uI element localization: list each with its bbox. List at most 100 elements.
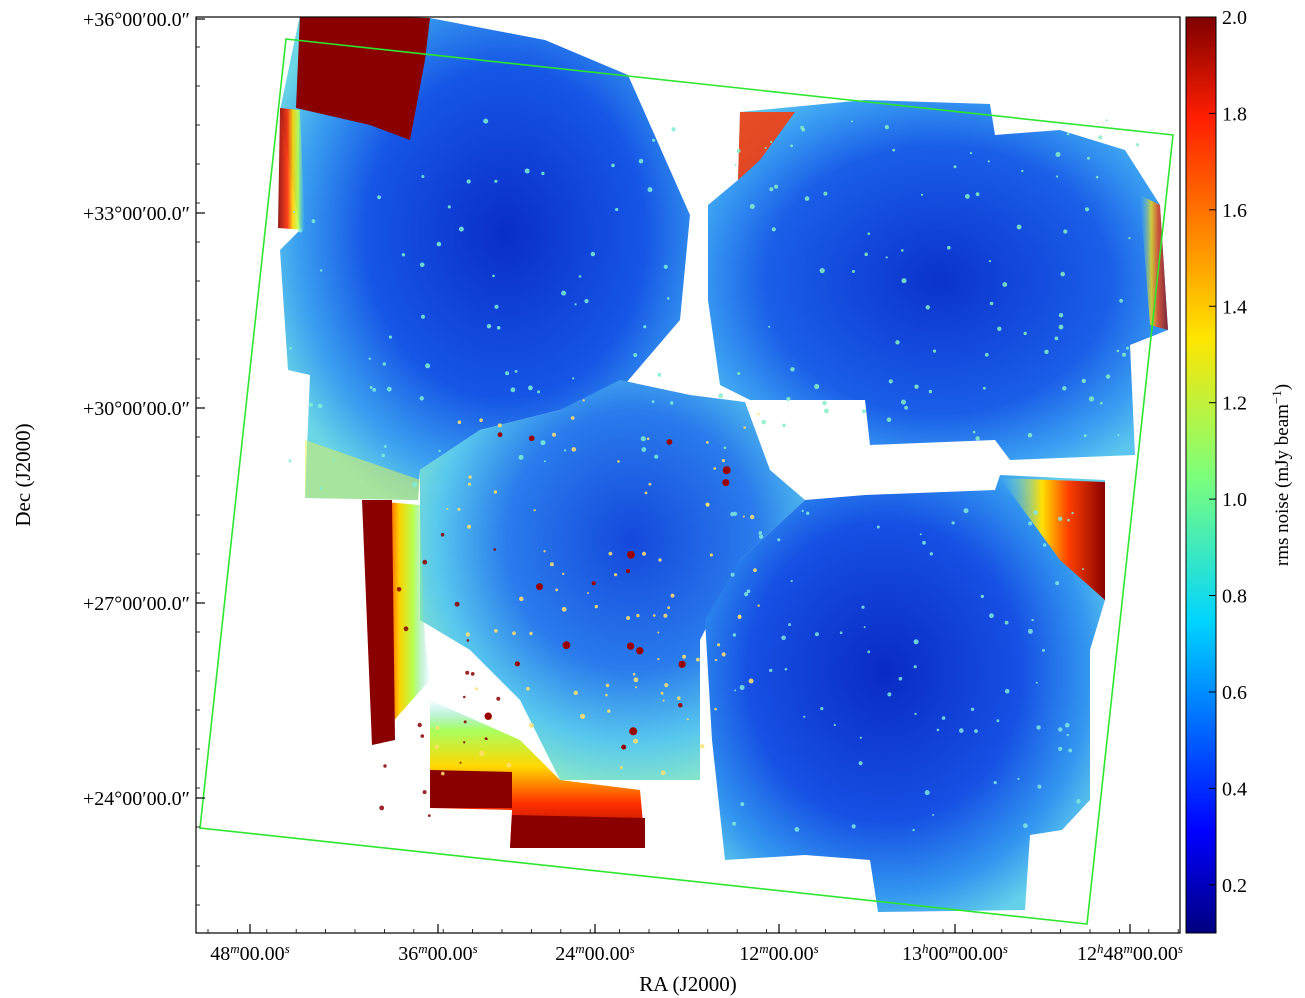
point-source bbox=[1116, 349, 1120, 353]
point-source bbox=[814, 383, 820, 390]
point-source bbox=[904, 405, 908, 410]
point-source bbox=[744, 592, 749, 597]
point-source bbox=[736, 148, 741, 153]
point-source bbox=[782, 423, 786, 428]
point-source bbox=[863, 626, 866, 629]
point-source bbox=[369, 386, 373, 389]
point-source bbox=[901, 399, 906, 405]
point-source bbox=[572, 377, 575, 380]
point-source bbox=[552, 432, 556, 437]
point-source bbox=[723, 446, 727, 450]
point-source bbox=[458, 226, 464, 232]
bright-source bbox=[621, 744, 627, 750]
point-source bbox=[718, 393, 724, 399]
point-source bbox=[1058, 727, 1063, 732]
point-source bbox=[750, 514, 755, 520]
point-source bbox=[438, 449, 441, 453]
point-source bbox=[733, 511, 738, 516]
point-source bbox=[564, 449, 567, 452]
point-source bbox=[427, 814, 431, 817]
point-source bbox=[833, 723, 836, 727]
point-source bbox=[914, 712, 917, 716]
bright-source bbox=[536, 583, 543, 591]
point-source bbox=[403, 626, 409, 632]
point-source bbox=[660, 691, 664, 695]
bright-source bbox=[636, 647, 644, 655]
point-source bbox=[1004, 688, 1010, 694]
point-source bbox=[1076, 799, 1081, 804]
y-tick-label: +30°00′00.0″ bbox=[83, 398, 190, 420]
point-source bbox=[1135, 143, 1140, 147]
point-source bbox=[386, 386, 392, 392]
y-tick-label: +24°00′00.0″ bbox=[83, 788, 190, 810]
point-source bbox=[468, 475, 472, 479]
point-source bbox=[654, 454, 659, 459]
point-source bbox=[529, 631, 533, 636]
point-source bbox=[1066, 733, 1070, 737]
point-source bbox=[734, 689, 737, 692]
point-source bbox=[1054, 336, 1059, 341]
point-source bbox=[615, 207, 619, 212]
point-source bbox=[734, 163, 737, 166]
point-source bbox=[806, 511, 810, 515]
point-source bbox=[682, 654, 687, 659]
point-source bbox=[941, 716, 946, 720]
point-source bbox=[800, 125, 804, 130]
point-source bbox=[951, 521, 955, 525]
point-source bbox=[706, 441, 709, 444]
x-axis-title: RA (J2000) bbox=[639, 972, 736, 996]
point-source bbox=[858, 761, 863, 766]
point-source bbox=[932, 349, 937, 353]
x-axis-ticks: 48m00.00s 36m00.00s 24m00.00s 12m00.00s 13h0… bbox=[207, 924, 1183, 966]
point-source bbox=[421, 314, 425, 319]
colorbar-tick-label: 1.2 bbox=[1222, 393, 1247, 415]
point-source bbox=[1067, 518, 1070, 522]
x-tick-label: 13h00m00.00s bbox=[902, 941, 1008, 966]
point-source bbox=[732, 633, 737, 637]
point-source bbox=[382, 644, 386, 648]
point-source bbox=[396, 587, 402, 592]
y-tick-label: +33°00′00.0″ bbox=[83, 203, 190, 225]
point-source bbox=[753, 568, 757, 573]
point-source bbox=[696, 657, 700, 662]
point-source bbox=[663, 613, 668, 618]
point-source bbox=[901, 249, 904, 252]
point-source bbox=[714, 707, 717, 711]
colorbar-label-close: ) bbox=[1272, 384, 1293, 390]
point-source bbox=[987, 160, 990, 163]
point-source bbox=[774, 184, 779, 189]
point-source bbox=[457, 507, 461, 511]
point-source bbox=[980, 594, 984, 599]
point-source bbox=[533, 509, 536, 512]
point-source bbox=[1035, 681, 1038, 684]
point-source bbox=[714, 658, 718, 662]
point-source bbox=[543, 460, 546, 463]
point-source bbox=[1083, 434, 1087, 438]
point-source bbox=[721, 652, 726, 657]
point-source bbox=[1037, 784, 1042, 789]
point-source bbox=[667, 606, 671, 610]
point-source bbox=[537, 390, 541, 394]
point-source bbox=[670, 593, 675, 598]
point-source bbox=[494, 179, 498, 183]
point-source bbox=[1105, 119, 1109, 122]
y-axis-ticks: +36°00′00.0″ +33°00′00.0″ +30°00′00.0″ +27°… bbox=[83, 9, 205, 906]
point-source bbox=[617, 460, 620, 463]
point-source bbox=[959, 728, 964, 733]
point-source bbox=[467, 482, 472, 486]
point-source bbox=[1071, 511, 1074, 515]
point-source bbox=[1063, 229, 1068, 234]
point-source bbox=[928, 389, 933, 394]
point-source bbox=[308, 402, 313, 407]
point-source bbox=[983, 386, 986, 390]
point-source bbox=[781, 635, 786, 641]
point-source bbox=[494, 629, 498, 633]
point-source bbox=[626, 616, 631, 620]
colorbar-tick-label: 2.0 bbox=[1222, 7, 1247, 29]
point-source bbox=[965, 194, 970, 199]
point-source bbox=[768, 325, 771, 328]
point-source bbox=[643, 325, 647, 329]
bright-source bbox=[627, 550, 635, 559]
bright-source bbox=[625, 568, 631, 574]
point-source bbox=[790, 144, 793, 148]
